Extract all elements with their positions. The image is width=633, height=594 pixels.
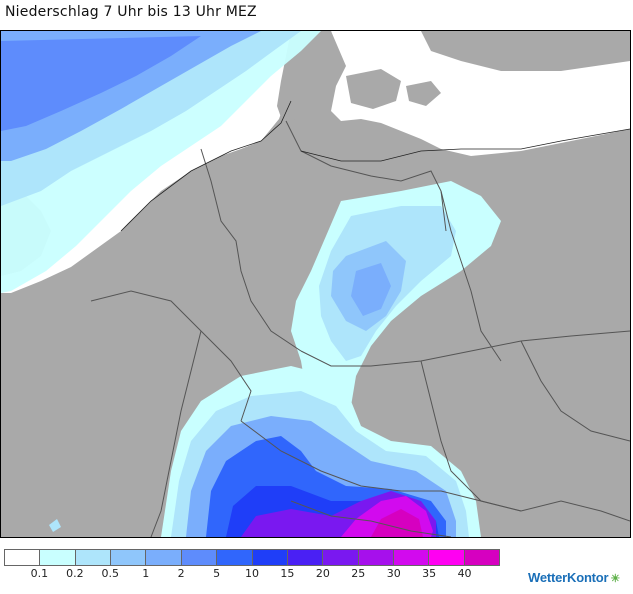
legend-label: 10 bbox=[245, 567, 259, 580]
precip-north-core bbox=[1, 36, 201, 131]
legend-label: 15 bbox=[280, 567, 295, 580]
legend-label: 35 bbox=[422, 567, 437, 580]
legend-label: 0.1 bbox=[30, 567, 49, 580]
legend-label: 20 bbox=[315, 567, 330, 580]
legend-label: 2 bbox=[177, 567, 185, 580]
precip-small-cell bbox=[49, 519, 61, 532]
legend-swatch bbox=[358, 550, 394, 565]
legend-label: 5 bbox=[213, 567, 221, 580]
legend-label: 25 bbox=[351, 567, 366, 580]
country-borders bbox=[90, 120, 630, 537]
legend-label: 1 bbox=[142, 567, 150, 580]
legend-swatch bbox=[146, 550, 182, 565]
legend-swatch bbox=[429, 550, 465, 565]
precip-central-core bbox=[351, 263, 391, 316]
wetterkontor-logo[interactable]: WetterKontor ☀ bbox=[528, 570, 620, 585]
precipitation-map bbox=[0, 30, 631, 538]
legend-swatch bbox=[323, 550, 359, 565]
legend-swatch bbox=[287, 550, 324, 565]
legend-swatch bbox=[181, 550, 218, 565]
legend-swatch bbox=[217, 550, 253, 565]
legend-label: 30 bbox=[386, 567, 401, 580]
coastline bbox=[120, 100, 630, 232]
precip-south-core bbox=[371, 509, 423, 537]
legend-labels: 0.1 0.2 0.5 1 2 5 10 15 20 25 30 35 40 bbox=[0, 567, 520, 581]
legend-swatch bbox=[393, 550, 430, 565]
legend-swatch bbox=[464, 550, 500, 565]
legend-swatch bbox=[111, 550, 147, 565]
sweden-land bbox=[421, 31, 630, 71]
legend-label: 0.2 bbox=[66, 567, 84, 580]
sun-cloud-icon: ☀ bbox=[610, 573, 621, 585]
legend-label: 0.5 bbox=[101, 567, 120, 580]
danish-islands bbox=[346, 69, 441, 109]
map-canvas bbox=[1, 31, 630, 537]
legend-label: 40 bbox=[457, 567, 472, 580]
legend-swatch bbox=[252, 550, 288, 565]
legend-swatch bbox=[40, 550, 76, 565]
map-title: Niederschlag 7 Uhr bis 13 Uhr MEZ bbox=[5, 4, 257, 20]
legend-swatch bbox=[75, 550, 112, 565]
precipitation-legend bbox=[4, 549, 500, 566]
logo-text: WetterKontor bbox=[528, 570, 609, 585]
legend-swatch bbox=[5, 550, 41, 565]
